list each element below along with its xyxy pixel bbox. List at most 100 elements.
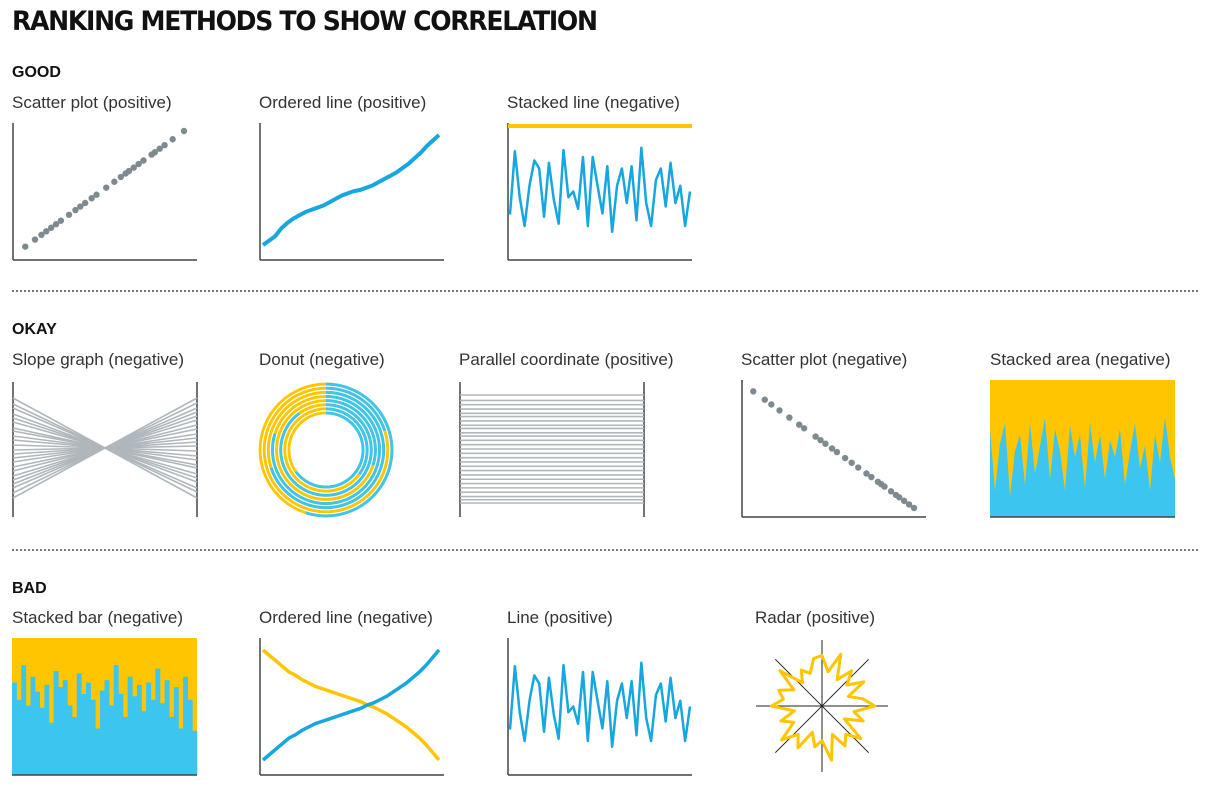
bar-segment-bottom <box>72 717 78 775</box>
section-divider <box>12 549 1198 551</box>
panel-title: Slope graph (negative) <box>12 350 185 369</box>
bar-segment-bottom <box>169 717 175 775</box>
scatter-point <box>863 470 870 477</box>
scatter-point <box>52 221 60 228</box>
bar-segment-bottom <box>81 694 87 775</box>
bar-segment-bottom <box>164 680 170 775</box>
bar-segment-bottom <box>99 690 105 775</box>
panel-title: Ordered line (negative) <box>259 608 433 627</box>
bar-segment-bottom <box>127 676 133 775</box>
panel-title: Line (positive) <box>507 608 613 627</box>
scatter-point <box>822 440 829 447</box>
plot-bad-radar <box>756 640 888 772</box>
scatter-point <box>57 217 65 224</box>
scatter-point <box>22 243 29 250</box>
plot-okay-donut <box>258 382 394 518</box>
scatter-point <box>65 211 73 218</box>
scatter-point <box>796 421 803 428</box>
scatter-point <box>103 184 110 191</box>
bar-segment-bottom <box>44 684 50 775</box>
bar-segment-bottom <box>136 684 142 775</box>
bar-segment-bottom <box>113 665 119 775</box>
plot-good-ordered-line <box>259 123 444 261</box>
panel-title: Stacked bar (negative) <box>12 608 184 627</box>
scatter-point <box>180 127 188 135</box>
scatter-point <box>161 141 168 149</box>
radar-series <box>770 652 877 762</box>
scatter-point <box>786 414 793 421</box>
bar-segment-bottom <box>95 728 101 775</box>
bar-segment-bottom <box>146 682 152 775</box>
scatter-point <box>817 436 824 444</box>
series-line-yellow <box>261 648 441 762</box>
slope-line <box>12 397 198 499</box>
donut-ring-blue <box>325 386 387 432</box>
bar-segment-bottom <box>155 668 161 775</box>
scatter-point <box>130 164 137 171</box>
bar-segment-bottom <box>109 705 115 775</box>
scatter-point <box>43 228 50 235</box>
section-label-bad: BAD <box>12 580 47 597</box>
bar-segment-bottom <box>132 696 138 775</box>
panel-title: Stacked area (negative) <box>990 350 1171 369</box>
scatter-point <box>833 448 841 456</box>
plot-bad-ordered-line <box>259 638 444 776</box>
bar-segment-bottom <box>150 699 156 775</box>
donut-ring-blue <box>294 411 365 489</box>
panel-title: Radar (positive) <box>755 608 875 627</box>
scatter-point <box>111 178 118 185</box>
bar-segment-bottom <box>90 699 96 775</box>
scatter-point <box>887 488 895 495</box>
scatter-point <box>117 173 125 181</box>
section-label-okay: OKAY <box>12 321 57 338</box>
scatter-point <box>776 407 783 414</box>
scatter-point <box>761 396 768 403</box>
bar-segment-bottom <box>160 703 165 775</box>
bar-segment-bottom <box>67 705 73 775</box>
scatter-point <box>38 231 45 239</box>
donut-ring-blue <box>325 399 377 466</box>
plot-okay-stacked-area <box>990 380 1175 518</box>
scatter-point <box>855 464 862 471</box>
bar-segment-bottom <box>49 722 54 775</box>
scatter-point <box>77 203 84 210</box>
bar-segment-bottom <box>76 673 82 775</box>
scatter-point <box>868 473 875 481</box>
scatter-point <box>72 206 79 214</box>
bar-segment-bottom <box>16 699 22 775</box>
scatter-point <box>881 483 888 490</box>
section-divider <box>12 290 1198 292</box>
bar-segment-bottom <box>39 707 45 775</box>
donut-ring-blue <box>270 394 382 506</box>
scatter-point <box>828 445 836 452</box>
scatter-point <box>140 157 147 164</box>
plot-okay-slope <box>12 382 198 517</box>
bar-segment-bottom <box>86 682 91 775</box>
scatter-point <box>750 388 757 395</box>
bar-segment-bottom <box>173 687 179 775</box>
bar-segment-bottom <box>123 717 128 775</box>
scatter-point <box>169 136 176 143</box>
donut-ring-blue <box>279 403 373 497</box>
bar-segment-bottom <box>118 694 124 775</box>
scatter-point <box>125 167 133 175</box>
page-title: RANKING METHODS TO SHOW CORRELATION <box>12 6 598 37</box>
scatter-point <box>135 160 142 168</box>
series-line <box>261 133 441 247</box>
bar-segment-bottom <box>141 711 147 775</box>
section-label-good: GOOD <box>12 64 61 81</box>
scatter-point <box>151 149 159 156</box>
scatter-point <box>812 433 819 440</box>
bar-segment-bottom <box>35 691 41 775</box>
donut-ring-blue <box>325 407 369 476</box>
scatter-point <box>910 504 918 512</box>
plot-bad-line <box>507 638 692 776</box>
panel-title: Stacked line (negative) <box>507 93 680 112</box>
plot-good-scatter <box>12 123 197 261</box>
bar-segment-bottom <box>25 705 31 775</box>
scatter-point <box>900 497 908 505</box>
bar-segment-bottom <box>21 665 27 775</box>
scatter-point <box>88 195 95 202</box>
scatter-point <box>47 224 55 231</box>
panel-title: Donut (negative) <box>259 350 385 369</box>
